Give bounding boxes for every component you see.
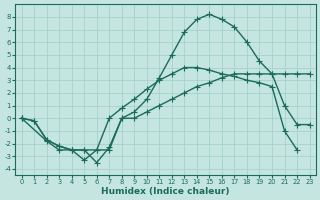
- X-axis label: Humidex (Indice chaleur): Humidex (Indice chaleur): [101, 187, 230, 196]
